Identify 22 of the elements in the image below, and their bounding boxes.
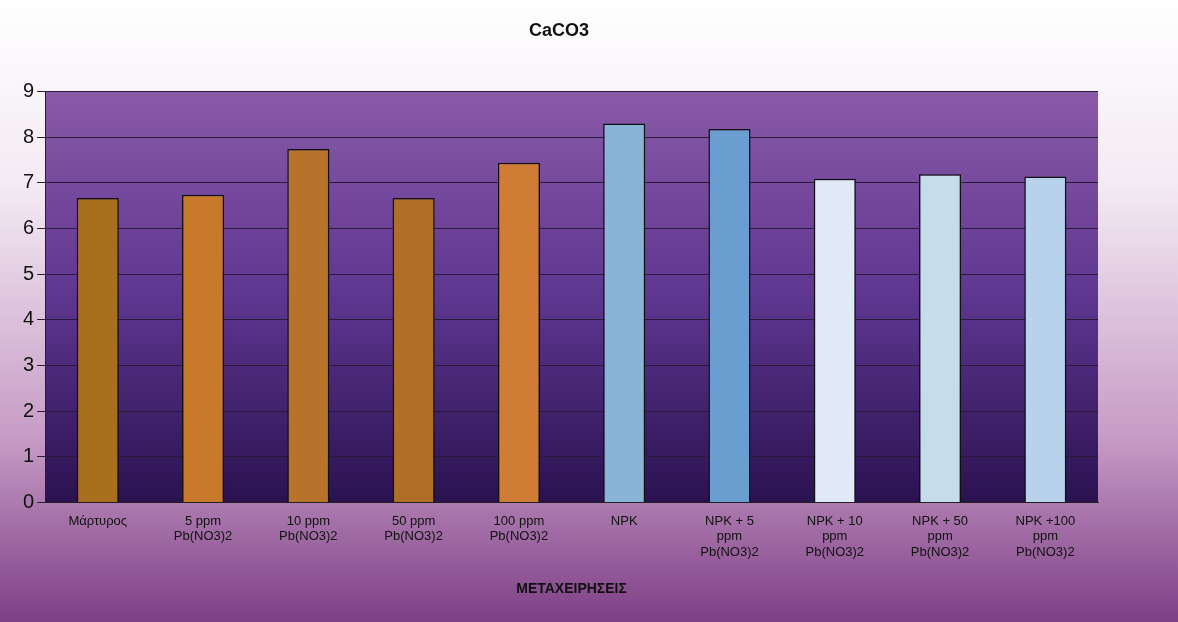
x-tick-label: Μάρτυρος <box>68 512 128 528</box>
y-tick-label: 5 <box>23 261 35 284</box>
x-axis-title: ΜΕΤΑΧΕΙΡΗΣΕΙΣ <box>516 580 627 597</box>
y-tick-label: 7 <box>23 170 35 193</box>
x-tick-label: 5 ppm Pb(NO3)2 <box>173 512 233 544</box>
x-tick-label: NPK +100 ppm Pb(NO3)2 <box>1015 512 1076 559</box>
x-tick-label: NPK + 5 ppm Pb(NO3)2 <box>700 512 759 559</box>
x-tick-label: NPK <box>610 512 638 528</box>
y-tick-label: 1 <box>23 444 35 467</box>
x-tick-label: NPK + 50 ppm Pb(NO3)2 <box>910 512 970 559</box>
x-tick-label: 50 ppm Pb(NO3)2 <box>384 512 443 544</box>
x-tick-label: 10 ppm Pb(NO3)2 <box>279 512 338 544</box>
y-tick-label: 9 <box>23 79 35 102</box>
y-tick-label: 4 <box>23 307 35 330</box>
x-tick-label: NPK + 10 ppm Pb(NO3)2 <box>805 512 865 559</box>
y-tick-label: 8 <box>23 124 35 147</box>
y-tick-label: 0 <box>23 489 35 512</box>
chart-title: CaCO3 <box>528 19 590 40</box>
y-tick-label: 3 <box>23 352 35 375</box>
y-tick-label: 6 <box>23 216 35 239</box>
y-tick-label: 2 <box>23 398 35 421</box>
x-tick-label: 100 ppm Pb(NO3)2 <box>489 512 549 544</box>
